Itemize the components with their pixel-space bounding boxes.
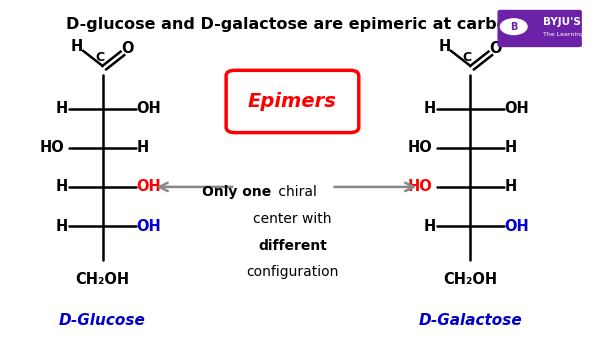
Text: different: different [258,239,327,253]
Text: OH: OH [136,101,162,116]
Text: CH₂OH: CH₂OH [75,272,130,287]
Text: OH: OH [136,179,162,194]
Text: C: C [463,51,472,64]
Text: O: O [122,41,134,56]
Text: H: H [439,39,451,54]
Text: H: H [424,101,436,116]
Text: D-glucose and D-galactose are epimeric at carbon-4: D-glucose and D-galactose are epimeric a… [66,17,537,32]
Text: B: B [510,22,517,32]
Text: C: C [95,51,104,64]
Text: H: H [137,140,149,155]
Text: OH: OH [504,219,529,234]
Text: H: H [71,39,83,54]
Text: Epimers: Epimers [248,92,337,111]
FancyBboxPatch shape [226,70,359,133]
Text: HO: HO [40,140,65,155]
Text: O: O [490,41,502,56]
FancyBboxPatch shape [497,10,582,47]
Text: D-Glucose: D-Glucose [59,313,146,328]
Text: chiral: chiral [274,185,317,199]
Text: H: H [56,101,68,116]
Circle shape [500,19,527,35]
Text: H: H [424,219,436,234]
Text: HO: HO [408,179,433,194]
Text: configuration: configuration [246,265,339,279]
Text: center with: center with [253,212,332,226]
Text: D-Galactose: D-Galactose [418,313,522,328]
Text: HO: HO [408,140,433,155]
Text: H: H [56,219,68,234]
Text: Only one: Only one [202,185,271,199]
Text: The Learning App: The Learning App [543,32,598,37]
Text: BYJU'S: BYJU'S [543,17,581,27]
Text: H: H [505,179,517,194]
Text: H: H [505,140,517,155]
Text: H: H [56,179,68,194]
Text: OH: OH [504,101,529,116]
Text: CH₂OH: CH₂OH [443,272,497,287]
Text: OH: OH [136,219,162,234]
